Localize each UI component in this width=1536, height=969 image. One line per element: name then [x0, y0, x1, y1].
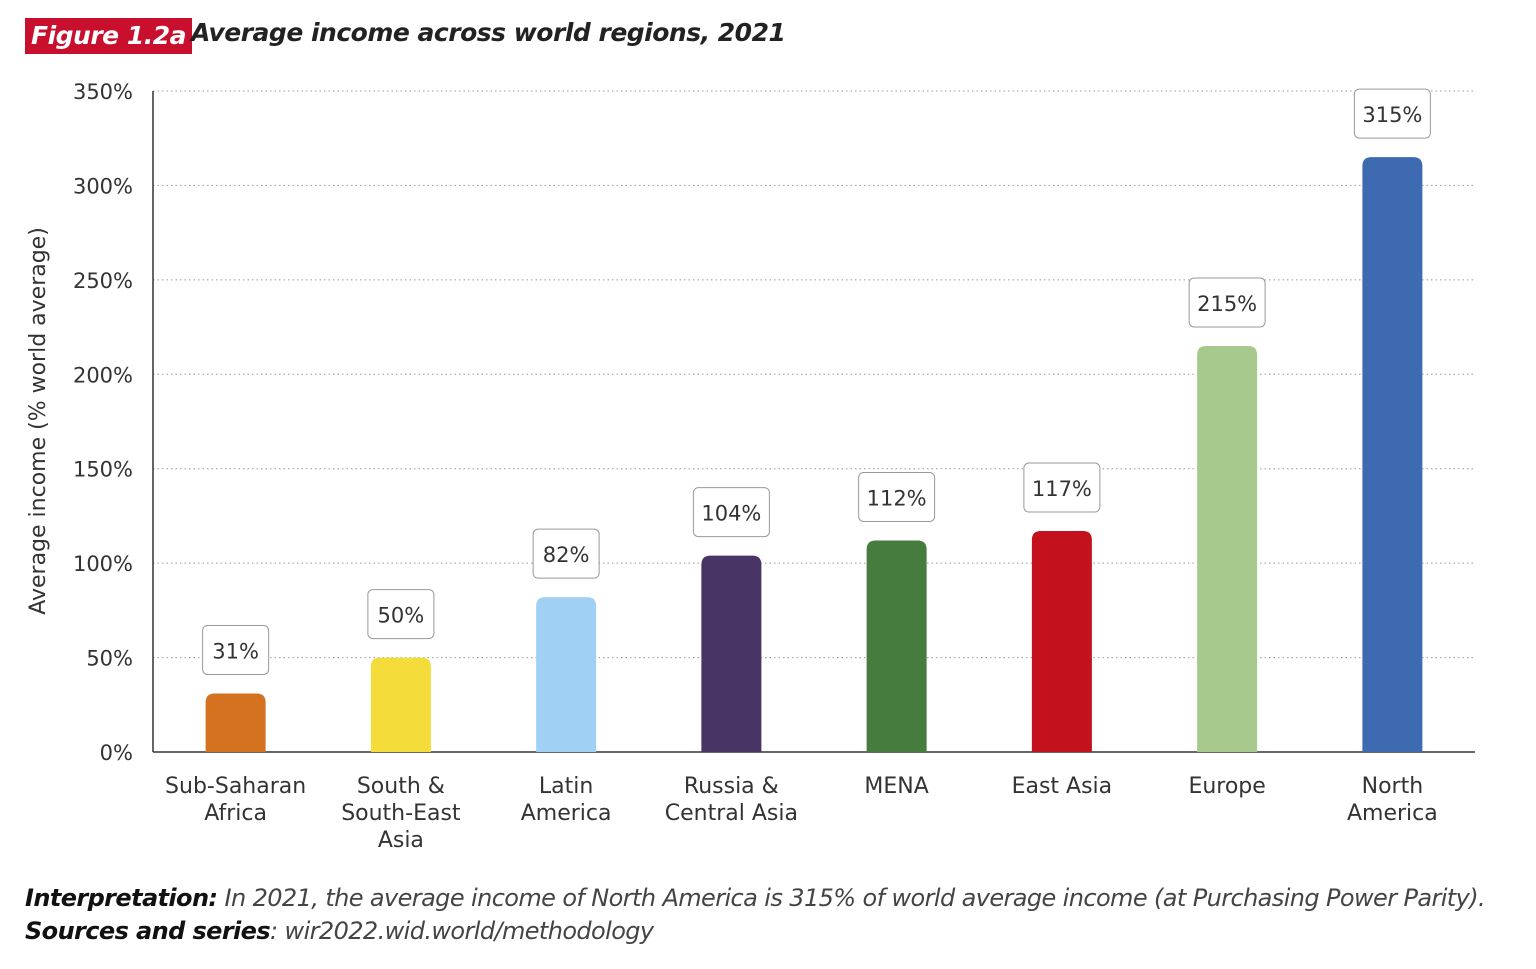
- bar: [1362, 157, 1423, 753]
- x-tick-label: South-East: [341, 801, 461, 826]
- y-tick-label: 200%: [73, 363, 133, 387]
- data-label: 31%: [212, 639, 259, 663]
- data-label-box: [692, 487, 770, 538]
- data-label-box: [1023, 462, 1101, 513]
- data-label: 117%: [1032, 477, 1092, 501]
- x-tick-label: Central Asia: [665, 801, 798, 826]
- data-label: 315%: [1362, 103, 1422, 127]
- x-tick-label: South &: [357, 774, 445, 799]
- x-tick-label: Sub-Saharan: [165, 774, 306, 799]
- data-label: 215%: [1197, 292, 1257, 316]
- y-axis-label: Average income (% world average): [26, 227, 51, 615]
- sources-text: : wir2022.wid.world/methodology: [270, 917, 654, 945]
- bar: [536, 597, 597, 752]
- data-label-box: [1353, 88, 1431, 139]
- x-tick-label: America: [1347, 801, 1438, 826]
- y-tick-label: 350%: [73, 80, 133, 104]
- x-tick-label: Russia &: [684, 774, 779, 799]
- data-label: 50%: [378, 604, 425, 628]
- x-tick-label: Asia: [378, 828, 424, 853]
- bar: [701, 555, 762, 752]
- figure-tag: Figure 1.2a: [25, 18, 192, 54]
- y-tick-label: 150%: [73, 458, 133, 482]
- y-tick-label: 0%: [100, 741, 133, 765]
- x-tick-label: Europe: [1188, 774, 1265, 799]
- data-label-box: [858, 471, 936, 522]
- data-label-box: [532, 528, 600, 579]
- x-tick-label: America: [521, 801, 612, 826]
- sources-label: Sources and series: [25, 917, 271, 945]
- x-tick-label: North: [1362, 774, 1424, 799]
- interpretation-label: Interpretation:: [25, 884, 218, 912]
- data-label: 104%: [701, 502, 761, 526]
- bar: [370, 657, 431, 752]
- data-label: 82%: [543, 543, 590, 567]
- y-tick-label: 100%: [73, 552, 133, 576]
- data-label-box: [1188, 277, 1266, 328]
- bar: [1031, 531, 1092, 752]
- interpretation-text: In 2021, the average income of North Ame…: [217, 884, 1486, 912]
- y-tick-label: 250%: [73, 269, 133, 293]
- bar: [866, 540, 927, 752]
- chart-title: Average income across world regions, 202…: [191, 18, 786, 47]
- bar: [205, 693, 266, 752]
- x-tick-label: East Asia: [1012, 774, 1113, 799]
- data-label-box: [202, 624, 270, 675]
- y-tick-label: 300%: [73, 174, 133, 198]
- x-tick-label: Latin: [539, 774, 593, 799]
- x-tick-label: Africa: [204, 801, 267, 826]
- y-tick-label: 50%: [86, 647, 133, 671]
- x-tick-label: MENA: [864, 774, 928, 799]
- interpretation-note: Interpretation: In 2021, the average inc…: [25, 882, 1515, 948]
- bar: [1197, 345, 1258, 752]
- data-label-box: [367, 589, 435, 640]
- data-label: 112%: [867, 486, 927, 510]
